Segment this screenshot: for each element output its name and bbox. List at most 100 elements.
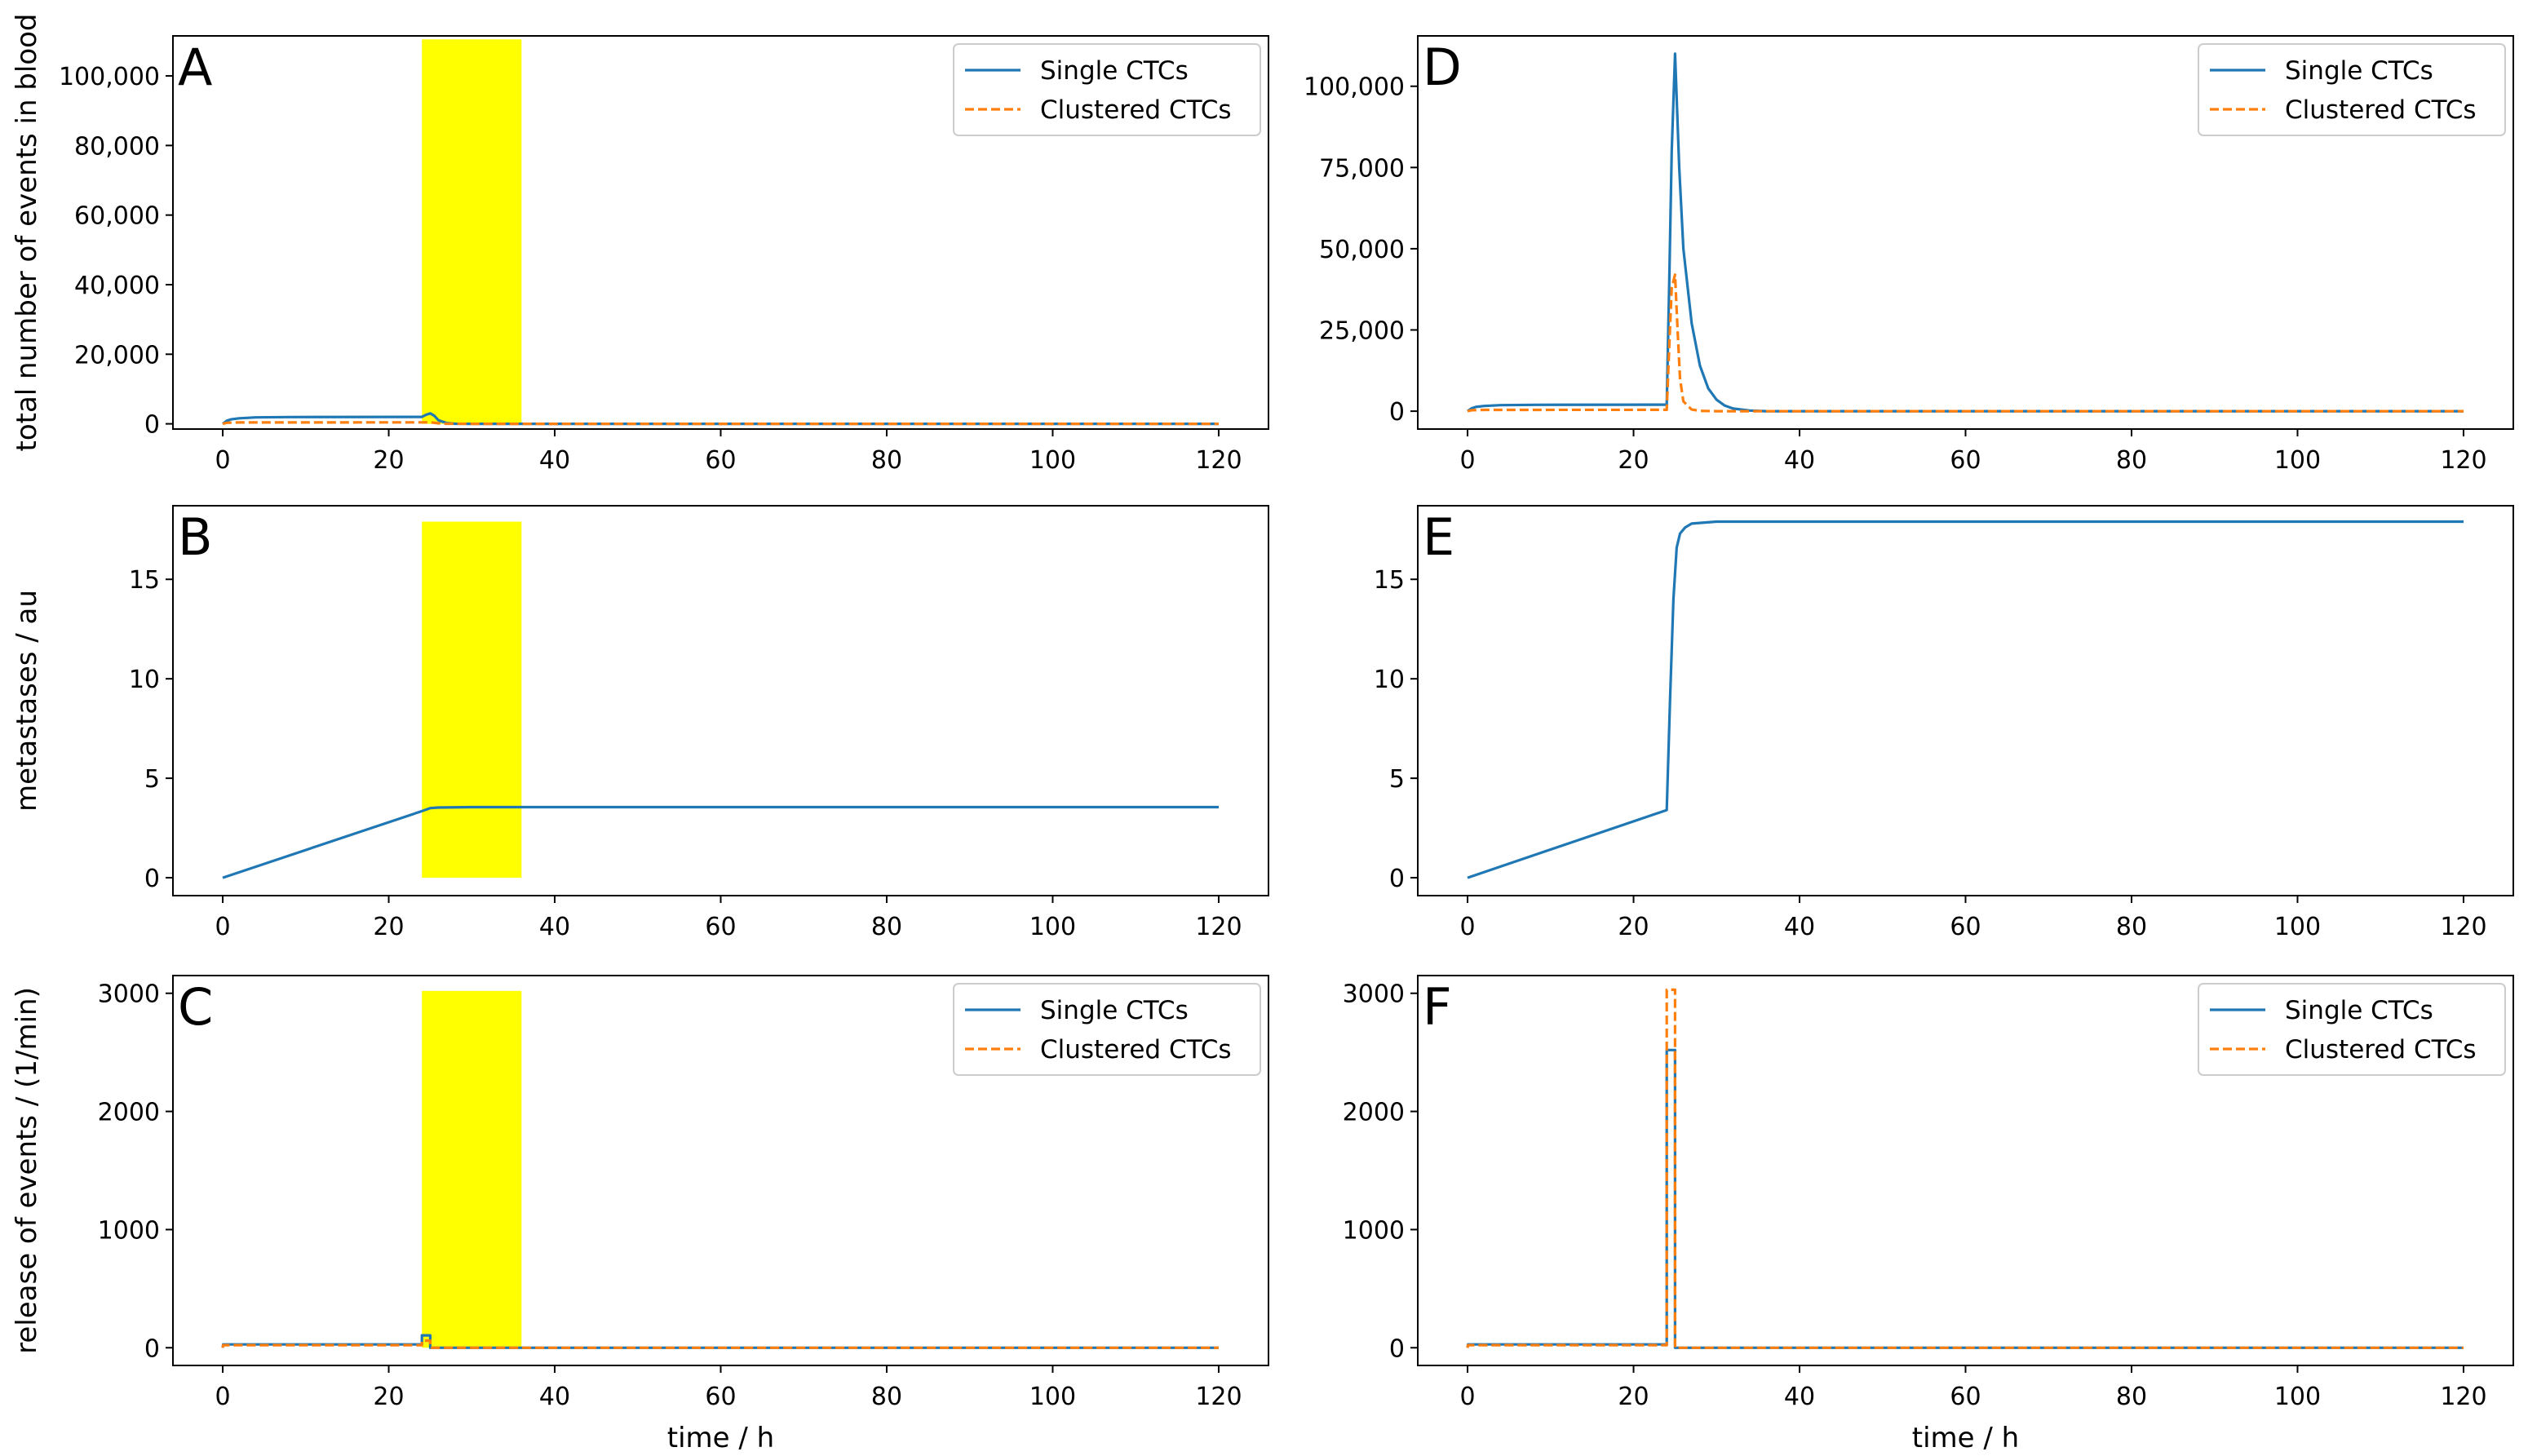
x-tick-label: 120 [2440, 1383, 2486, 1411]
x-tick-label: 120 [2440, 446, 2486, 475]
legend: Single CTCs Clustered CTCs [2198, 43, 2506, 136]
y-tick-label: 0 [1389, 865, 1405, 893]
legend-box [2198, 983, 2506, 1076]
y-tick-label: 0 [144, 411, 160, 440]
x-tick-label: 100 [2274, 446, 2321, 475]
y-tick-label: 3000 [1343, 980, 1405, 1009]
y-tick-label: 5 [1389, 765, 1405, 794]
series-line-single-ctcs [1467, 52, 2464, 413]
y-tick-label: 1000 [1343, 1216, 1405, 1245]
series-group [1467, 52, 2464, 413]
series-group [221, 1334, 1219, 1349]
y-tick-label: 50,000 [1319, 236, 1405, 264]
plot-frame [172, 505, 1269, 896]
series-line-clustered-ctcs [222, 421, 1219, 426]
legend-entry: Single CTCs [2285, 56, 2433, 86]
y-axis-label: metastases / au [11, 590, 43, 812]
highlight-band [422, 521, 522, 878]
panel-D: 0 20 40 60 80 100 120 0 25,000 50,000 75,000 100,00… [1304, 35, 2514, 475]
y-tick-label: 15 [1374, 566, 1405, 595]
x-tick-label: 0 [215, 446, 230, 475]
y-tick-label: 60,000 [74, 202, 160, 231]
series-line-clustered-ctcs [221, 1339, 1219, 1349]
y-tick-label: 0 [1389, 1334, 1405, 1363]
legend-entry: Clustered CTCs [2285, 95, 2477, 125]
x-tick-label: 20 [1618, 446, 1649, 475]
x-tick-label: 60 [1950, 1383, 1981, 1411]
x-axis-label: time / h [1912, 1422, 2019, 1454]
y-tick-label: 20,000 [74, 341, 160, 370]
x-tick-label: 40 [539, 913, 570, 941]
legend: Single CTCs Clustered CTCs [953, 43, 1261, 136]
x-tick-label: 0 [1459, 913, 1475, 941]
panel-E: 0 20 40 60 80 100 120 0 5 10 15 E [1374, 505, 2514, 941]
series-line-clustered-ctcs [1467, 273, 2464, 413]
panel-letter: D [1423, 38, 1462, 97]
x-tick-label: 80 [2116, 1383, 2147, 1411]
series-line-single-ctcs [1467, 520, 2464, 879]
x-tick-label: 80 [2116, 913, 2147, 941]
series-line-clustered-ctcs [1466, 988, 2464, 1349]
x-tick-label: 100 [1029, 1383, 1076, 1411]
y-tick-label: 5 [144, 765, 160, 794]
series-line-single-ctcs [222, 805, 1219, 879]
y-tick-label: 10 [129, 666, 160, 694]
y-tick-label: 2000 [1343, 1099, 1405, 1127]
x-tick-label: 60 [705, 1383, 736, 1411]
x-tick-label: 120 [1195, 913, 1242, 941]
x-tick-label: 0 [1459, 446, 1475, 475]
legend: Single CTCs Clustered CTCs [2198, 983, 2506, 1076]
legend-entry: Single CTCs [2285, 996, 2433, 1025]
x-tick-label: 100 [1029, 446, 1076, 475]
legend-entry: Clustered CTCs [1040, 1035, 1232, 1064]
y-tick-label: 10 [1374, 666, 1405, 694]
y-tick-label: 1000 [98, 1216, 160, 1245]
highlight-band [422, 990, 522, 1348]
legend-entry: Clustered CTCs [2285, 1035, 2477, 1064]
highlight-band [422, 39, 522, 424]
y-tick-label: 3000 [98, 980, 160, 1009]
x-tick-label: 120 [1195, 446, 1242, 475]
legend-entry: Single CTCs [1040, 996, 1189, 1025]
x-tick-label: 80 [871, 446, 902, 475]
x-tick-label: 40 [1784, 913, 1815, 941]
panel-letter: B [178, 507, 213, 567]
series-line-single-ctcs [1466, 1048, 2464, 1349]
x-tick-label: 120 [1195, 1383, 1242, 1411]
panel-letter: A [178, 38, 212, 97]
legend-entry: Clustered CTCs [1040, 95, 1232, 125]
x-tick-label: 60 [705, 913, 736, 941]
x-tick-label: 0 [215, 913, 230, 941]
x-tick-label: 100 [1029, 913, 1076, 941]
x-tick-label: 20 [1618, 913, 1649, 941]
y-tick-label: 0 [1389, 398, 1405, 427]
x-tick-label: 100 [2274, 913, 2321, 941]
x-tick-label: 0 [215, 1383, 230, 1411]
x-tick-label: 40 [1784, 1383, 1815, 1411]
plot-frame [1417, 505, 2514, 896]
x-tick-label: 20 [373, 446, 404, 475]
series-group [1467, 520, 2464, 879]
y-tick-label: 100,000 [1304, 73, 1405, 102]
x-tick-label: 60 [1950, 913, 1981, 941]
x-tick-label: 80 [871, 913, 902, 941]
y-tick-label: 80,000 [74, 132, 160, 161]
series-group [1466, 988, 2464, 1349]
x-tick-label: 60 [705, 446, 736, 475]
series-group [222, 412, 1219, 426]
y-tick-label: 15 [129, 566, 160, 595]
y-tick-label: 100,000 [59, 63, 160, 91]
x-tick-label: 100 [2274, 1383, 2321, 1411]
x-tick-label: 0 [1459, 1383, 1475, 1411]
legend-box [953, 43, 1261, 136]
y-tick-label: 0 [144, 865, 160, 893]
x-tick-label: 80 [871, 1383, 902, 1411]
x-tick-label: 20 [373, 1383, 404, 1411]
y-tick-label: 0 [144, 1334, 160, 1363]
y-tick-label: 25,000 [1319, 317, 1405, 346]
legend-entry: Single CTCs [1040, 56, 1189, 86]
legend-box [2198, 43, 2506, 136]
